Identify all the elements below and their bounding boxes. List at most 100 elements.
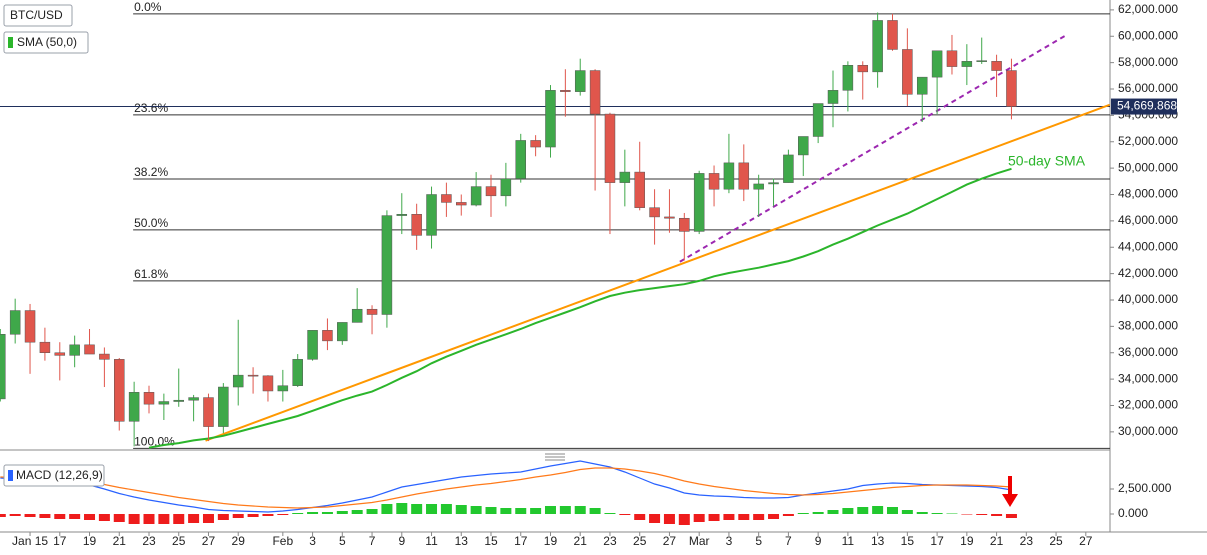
- macd-histogram-bar: [663, 514, 675, 524]
- candle-body: [500, 178, 512, 197]
- candle-body: [158, 401, 170, 405]
- axes: 30,000.000 32,000.000 34,000.000 36,000.000…: [12, 2, 1178, 548]
- y-tick-label: 40,000.000: [1118, 292, 1178, 306]
- x-tick-label: 17: [930, 534, 944, 548]
- x-tick-label: 25: [172, 534, 186, 548]
- macd-histogram-bar: [544, 506, 556, 514]
- sma-legend-box[interactable]: [3, 31, 89, 54]
- splitter-grip[interactable]: [545, 453, 565, 461]
- macd-panel: [0, 460, 1017, 525]
- candle-body: [857, 65, 869, 73]
- macd-histogram-bar: [500, 508, 512, 514]
- candle-body: [738, 162, 750, 190]
- macd-histogram-bar: [931, 513, 943, 514]
- macd-histogram-bar: [797, 513, 809, 514]
- macd-histogram-bar: [649, 514, 661, 523]
- macd-histogram-bar: [158, 514, 170, 524]
- trend-line: [679, 35, 1066, 263]
- macd-histogram-bar: [143, 514, 155, 524]
- x-tick-label: 5: [755, 534, 762, 548]
- macd-histogram-bar: [738, 514, 750, 520]
- fib-label: 50.0%: [134, 216, 168, 230]
- candle-body: [84, 344, 95, 355]
- macd-histogram-bar: [128, 514, 140, 524]
- x-tick-label: 25: [633, 534, 647, 548]
- candle-body: [931, 50, 943, 78]
- candle-body: [798, 136, 809, 156]
- candle-body: [456, 202, 467, 206]
- macd-histogram-bar: [753, 514, 765, 520]
- symbol-box[interactable]: [3, 4, 73, 27]
- y-tick-label: 46,000.000: [1118, 213, 1178, 227]
- macd-histogram-bar: [292, 513, 304, 514]
- y-tick-label: 50,000.000: [1118, 160, 1178, 174]
- macd-histogram-bar: [351, 510, 363, 514]
- x-tick-label: 3: [726, 534, 733, 548]
- candle-body: [545, 90, 556, 148]
- macd-histogram-bar: [24, 514, 36, 517]
- sma-legend: SMA (50,0): [17, 35, 77, 49]
- macd-histogram-bar: [976, 514, 988, 515]
- macd-legend: MACD (12,26,9): [16, 468, 103, 482]
- candle-body: [946, 50, 958, 67]
- macd-histogram-bar: [84, 514, 96, 520]
- macd-histogram-bar: [217, 514, 229, 520]
- candle-body: [916, 76, 928, 95]
- candle-body: [351, 308, 363, 323]
- macd-histogram-bar: [634, 514, 646, 520]
- macd-histogram-bar: [574, 506, 586, 514]
- candle-body: [9, 310, 21, 335]
- x-tick-label: 9: [398, 534, 405, 548]
- candle-body: [277, 385, 289, 392]
- macd-histogram-bar: [69, 514, 81, 519]
- trend-line: [205, 103, 1110, 442]
- macd-histogram-bar: [678, 514, 690, 525]
- macd-histogram-bar: [277, 514, 289, 515]
- macd-histogram-bar: [39, 514, 51, 518]
- candle-body: [232, 374, 244, 388]
- macd-histogram-bar: [336, 511, 348, 514]
- x-tick-label: 19: [544, 534, 558, 548]
- macd-histogram-bar: [961, 514, 973, 515]
- x-tick-label: 21: [574, 534, 588, 548]
- macd-histogram-bar: [723, 514, 735, 520]
- candle-body: [114, 359, 125, 422]
- fib-label: 0.0%: [134, 0, 162, 14]
- candle-body: [842, 65, 854, 91]
- macd-legend-box[interactable]: [3, 464, 105, 487]
- x-tick-label: 3: [309, 534, 316, 548]
- macd-histogram-bar: [485, 507, 497, 514]
- x-tick-label: 23: [603, 534, 617, 548]
- sma-annotation: 50-day SMA: [1008, 153, 1086, 169]
- macd-histogram-bar: [812, 512, 824, 514]
- macd-legend-swatch: [8, 470, 13, 481]
- candle-body: [708, 173, 720, 190]
- macd-histogram-bar: [411, 504, 423, 514]
- x-tick-label: 21: [113, 534, 127, 548]
- macd-histogram-bar: [366, 509, 378, 514]
- y-tick-label: 48,000.000: [1118, 187, 1178, 201]
- macd-histogram-bar: [1005, 514, 1017, 518]
- candle-body: [723, 162, 735, 190]
- macd-histogram-bar: [946, 513, 958, 514]
- y-tick-label: 44,000.000: [1118, 239, 1178, 253]
- y-tick-label: 62,000.000: [1118, 2, 1178, 16]
- candle-body: [619, 171, 631, 183]
- candle-body: [128, 392, 140, 422]
- x-tick-label: 15: [484, 534, 498, 548]
- y-tick-label: 38,000.000: [1118, 319, 1178, 333]
- x-tick-label: Mar: [689, 534, 710, 548]
- x-tick-label: 13: [871, 534, 885, 548]
- macd-y-tick-label: 2,500.000: [1118, 481, 1172, 495]
- macd-histogram-bar: [440, 504, 452, 514]
- x-tick-label: 11: [425, 534, 438, 548]
- x-tick-label: 19: [960, 534, 974, 548]
- macd-histogram-bar: [470, 506, 482, 514]
- candle-body: [39, 341, 51, 353]
- macd-histogram-bar: [9, 514, 21, 516]
- x-tick-label: 17: [514, 534, 528, 548]
- x-tick-label: 15: [901, 534, 915, 548]
- x-tick-label: 11: [842, 534, 855, 548]
- candle-body: [381, 215, 393, 315]
